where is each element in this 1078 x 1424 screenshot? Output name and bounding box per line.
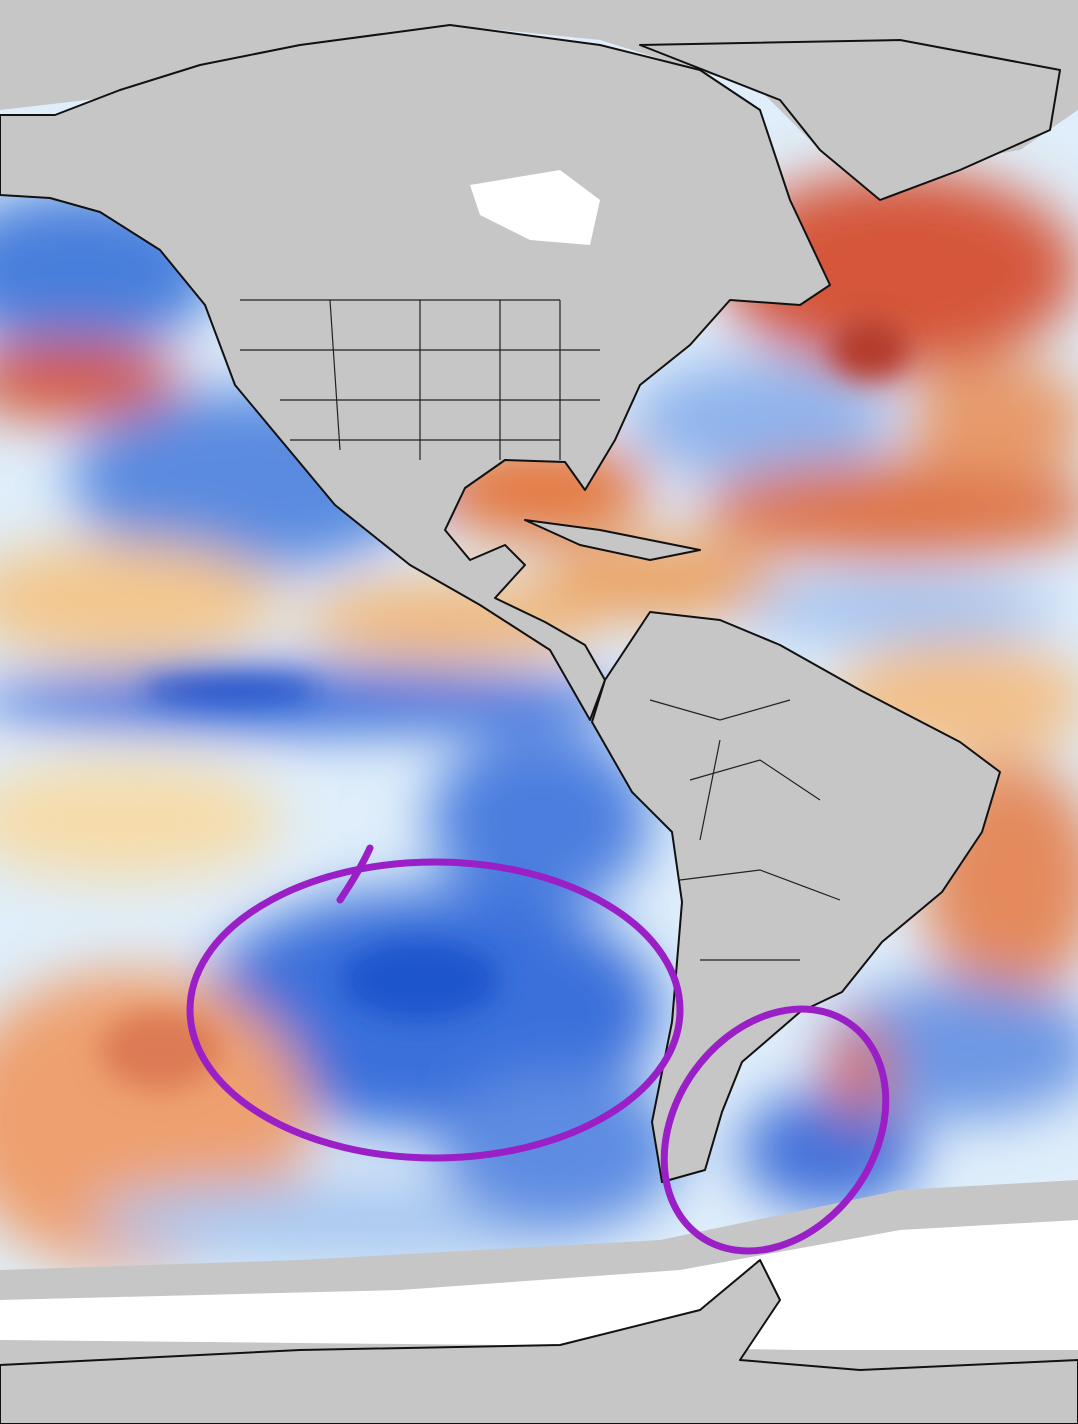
caribbean-islands xyxy=(524,519,701,561)
annotation-stroke xyxy=(336,844,374,904)
annotation-circle xyxy=(186,858,684,1162)
north-america xyxy=(0,24,831,721)
antarctica xyxy=(0,1259,1078,1424)
anomaly-detail xyxy=(100,320,910,1090)
annotation-circle xyxy=(660,1005,890,1255)
sea-ice xyxy=(0,1220,1078,1350)
hudson-bay xyxy=(470,170,600,245)
state-borders xyxy=(240,299,841,961)
greenland xyxy=(639,39,1061,201)
